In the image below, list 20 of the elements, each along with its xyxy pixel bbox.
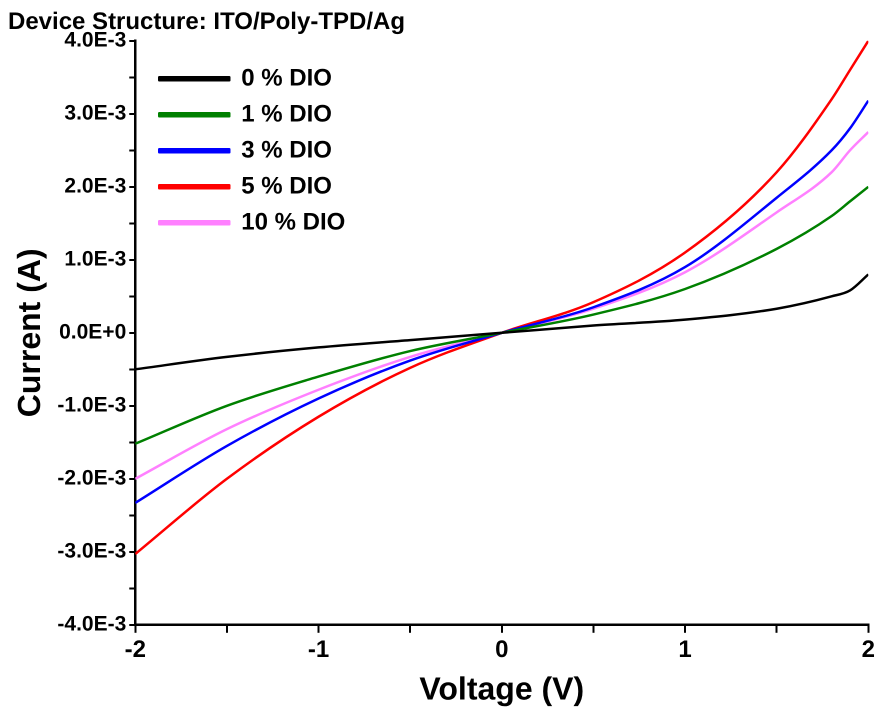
y-tick-label: -3.0E-3 xyxy=(57,540,126,563)
x-tick-label: 2 xyxy=(862,636,876,663)
y-axis-title: Current (A) xyxy=(11,248,48,418)
legend-label: 5 % DIO xyxy=(241,172,332,200)
legend-label: 3 % DIO xyxy=(241,136,332,164)
legend-label: 10 % DIO xyxy=(241,208,346,236)
x-tick-label: 0 xyxy=(495,636,508,663)
legend-label: 1 % DIO xyxy=(241,100,332,128)
y-tick-label: -2.0E-3 xyxy=(57,466,126,490)
x-axis-title: Voltage (V) xyxy=(419,670,584,707)
x-tick-label: -1 xyxy=(308,636,330,663)
y-tick-label: 1.0E-3 xyxy=(64,248,126,271)
y-tick-label: -4.0E-3 xyxy=(57,612,126,636)
legend-label: 0 % DIO xyxy=(241,64,332,92)
y-tick-label: 2.0E-3 xyxy=(64,174,126,198)
y-tick-label: 0.0E+0 xyxy=(59,320,126,344)
y-tick-label: -1.0E-3 xyxy=(57,394,126,417)
x-tick-label: 1 xyxy=(678,636,692,663)
x-tick-label: -2 xyxy=(124,636,146,663)
y-tick-label: 3.0E-3 xyxy=(64,102,126,125)
